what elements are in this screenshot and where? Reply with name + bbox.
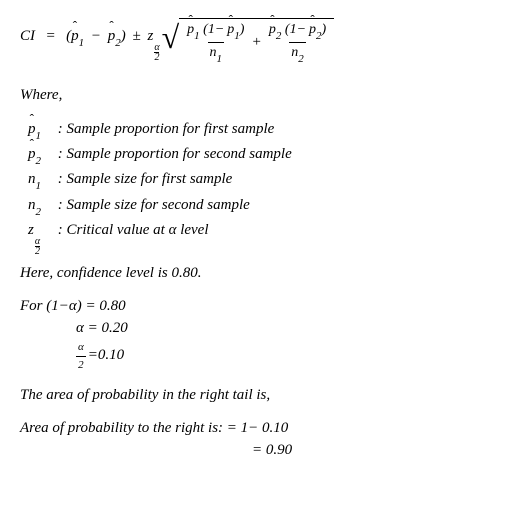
p1-hat: p [71,27,79,47]
definitions: p1 : Sample proportion for first sample … [28,120,491,250]
def-n2: n2 : Sample size for second sample [28,196,491,217]
calc-line1: For (1−α) = 0.80 [20,297,491,317]
formula-lhs: CI = (p1 − p2) ± zα2 [20,27,160,56]
radicand: p1 (1−p1) n1 + p2 (1−p2) n2 [179,18,334,64]
alpha-over-2-frac: α 2 [76,340,86,372]
radical-sign: √ [162,20,180,54]
def-z: zα2 : Critical value at α level [28,221,491,250]
area-line2: = 0.90 [252,441,491,461]
frac-term1: p1 (1−p1) n1 [185,21,246,64]
area-calc: Area of probability to the right is: = 1… [20,419,491,460]
def-n1: n1 : Sample size for first sample [28,170,491,191]
confidence-text: Here, confidence level is 0.80. [20,264,491,284]
ci-symbol: CI [20,28,35,44]
def-p2: p2 : Sample proportion for second sample [28,145,491,166]
eq-sign: = [46,28,56,44]
frac-term2: p2 (1−p2) n2 [267,21,328,64]
def-p1: p1 : Sample proportion for first sample [28,120,491,141]
area-line1: Area of probability to the right is: = 1… [20,419,491,439]
alpha-calc: For (1−α) = 0.80 α = 0.20 α 2 = 0.10 [20,297,491,372]
calc-line2: α = 0.20 [76,319,491,339]
calc-line3: α 2 = 0.10 [74,340,491,372]
where-label: Where, [20,86,491,106]
z-alpha-over-2-sub: α2 [154,43,159,62]
sqrt: √ p1 (1−p1) n1 + p2 (1−p2) n2 [162,18,335,64]
area-text: The area of probability in the right tai… [20,386,491,406]
z-symbol: z [147,28,153,44]
ci-formula: CI = (p1 − p2) ± zα2 √ p1 (1−p1) n1 + p [20,18,491,64]
